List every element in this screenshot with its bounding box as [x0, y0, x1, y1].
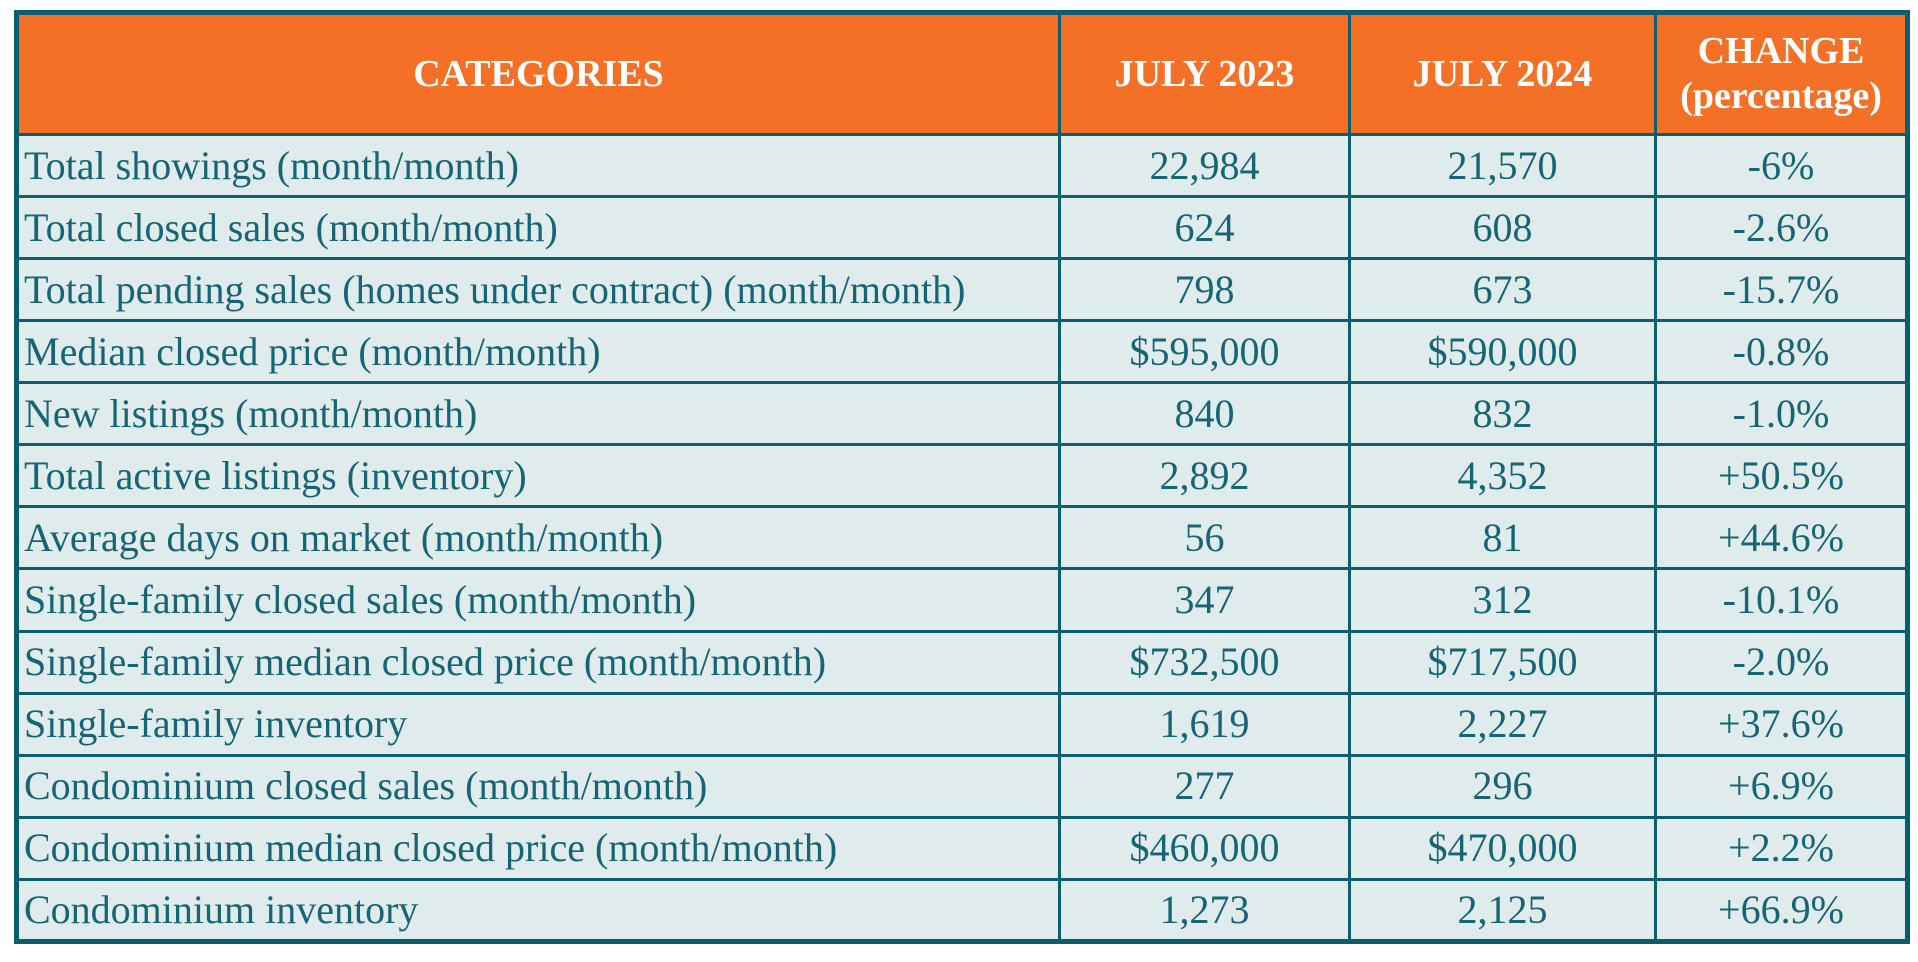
category-cell: New listings (month/month) [15, 381, 1061, 447]
july-2024-cell: 2,125 [1348, 877, 1657, 944]
market-stats-table-container: CATEGORIES JULY 2023 JULY 2024 CHANGE (p… [14, 10, 1910, 944]
category-cell: Median closed price (month/month) [15, 319, 1061, 385]
header-row: CATEGORIES JULY 2023 JULY 2024 CHANGE (p… [15, 11, 1909, 136]
july-2023-cell: 277 [1058, 753, 1351, 819]
july-2023-cell: 56 [1058, 505, 1351, 571]
table-row: Condominium inventory 1,273 2,125 +66.9% [15, 877, 1909, 944]
july-2024-cell: 673 [1348, 257, 1657, 323]
july-2024-cell: 81 [1348, 505, 1657, 571]
july-2023-cell: 1,619 [1058, 691, 1351, 757]
table-header: CATEGORIES JULY 2023 JULY 2024 CHANGE (p… [15, 11, 1909, 136]
july-2023-cell: 347 [1058, 567, 1351, 633]
july-2023-cell: $460,000 [1058, 815, 1351, 881]
july-2024-cell: 296 [1348, 753, 1657, 819]
table-row: Total closed sales (month/month) 624 608 -2… [15, 195, 1909, 261]
table-row: Total showings (month/month) 22,984 21,570… [15, 132, 1909, 199]
header-july-2024: JULY 2024 [1348, 11, 1657, 136]
july-2024-cell: 312 [1348, 567, 1657, 633]
change-cell: +6.9% [1654, 753, 1909, 819]
july-2023-cell: 798 [1058, 257, 1351, 323]
change-cell: -15.7% [1654, 257, 1909, 323]
july-2023-cell: 624 [1058, 195, 1351, 261]
july-2023-cell: 2,892 [1058, 443, 1351, 509]
table-row: Single-family median closed price (month… [15, 629, 1909, 695]
category-cell: Total showings (month/month) [15, 132, 1061, 199]
table-body: Total showings (month/month) 22,984 21,570… [15, 132, 1909, 944]
july-2023-cell: $732,500 [1058, 629, 1351, 695]
category-cell: Total active listings (inventory) [15, 443, 1061, 509]
category-cell: Condominium inventory [15, 877, 1061, 944]
change-cell: -2.6% [1654, 195, 1909, 261]
july-2024-cell: 21,570 [1348, 132, 1657, 199]
header-categories: CATEGORIES [15, 11, 1061, 136]
change-cell: +2.2% [1654, 815, 1909, 881]
change-cell: +37.6% [1654, 691, 1909, 757]
july-2024-cell: $590,000 [1348, 319, 1657, 385]
category-cell: Total closed sales (month/month) [15, 195, 1061, 261]
table-row: Median closed price (month/month) $595,00… [15, 319, 1909, 385]
july-2024-cell: 2,227 [1348, 691, 1657, 757]
july-2023-cell: 1,273 [1058, 877, 1351, 944]
header-change-percentage: CHANGE (percentage) [1654, 11, 1909, 136]
category-cell: Single-family inventory [15, 691, 1061, 757]
july-2023-cell: 22,984 [1058, 132, 1351, 199]
table-row: Condominium closed sales (month/month) 27… [15, 753, 1909, 819]
category-cell: Total pending sales (homes under contrac… [15, 257, 1061, 323]
category-cell: Condominium closed sales (month/month) [15, 753, 1061, 819]
change-cell: +44.6% [1654, 505, 1909, 571]
july-2024-cell: 4,352 [1348, 443, 1657, 509]
july-2024-cell: 832 [1348, 381, 1657, 447]
july-2023-cell: $595,000 [1058, 319, 1351, 385]
july-2024-cell: $717,500 [1348, 629, 1657, 695]
change-cell: -6% [1654, 132, 1909, 199]
category-cell: Single-family median closed price (month… [15, 629, 1061, 695]
change-cell: -0.8% [1654, 319, 1909, 385]
change-cell: +66.9% [1654, 877, 1909, 944]
category-cell: Condominium median closed price (month/m… [15, 815, 1061, 881]
table-row: Total active listings (inventory) 2,892 4,… [15, 443, 1909, 509]
table-row: Average days on market (month/month) 56 81… [15, 505, 1909, 571]
table-row: Total pending sales (homes under contrac… [15, 257, 1909, 323]
july-2024-cell: 608 [1348, 195, 1657, 261]
july-2024-cell: $470,000 [1348, 815, 1657, 881]
header-july-2023: JULY 2023 [1058, 11, 1351, 136]
table-row: Single-family inventory 1,619 2,227 +37.6% [15, 691, 1909, 757]
change-cell: -10.1% [1654, 567, 1909, 633]
july-2023-cell: 840 [1058, 381, 1351, 447]
market-stats-table: CATEGORIES JULY 2023 JULY 2024 CHANGE (p… [14, 10, 1910, 944]
category-cell: Average days on market (month/month) [15, 505, 1061, 571]
change-cell: -1.0% [1654, 381, 1909, 447]
table-row: Single-family closed sales (month/month)… [15, 567, 1909, 633]
table-row: Condominium median closed price (month/m… [15, 815, 1909, 881]
table-row: New listings (month/month) 840 832 -1.0% [15, 381, 1909, 447]
change-cell: -2.0% [1654, 629, 1909, 695]
change-cell: +50.5% [1654, 443, 1909, 509]
category-cell: Single-family closed sales (month/month) [15, 567, 1061, 633]
